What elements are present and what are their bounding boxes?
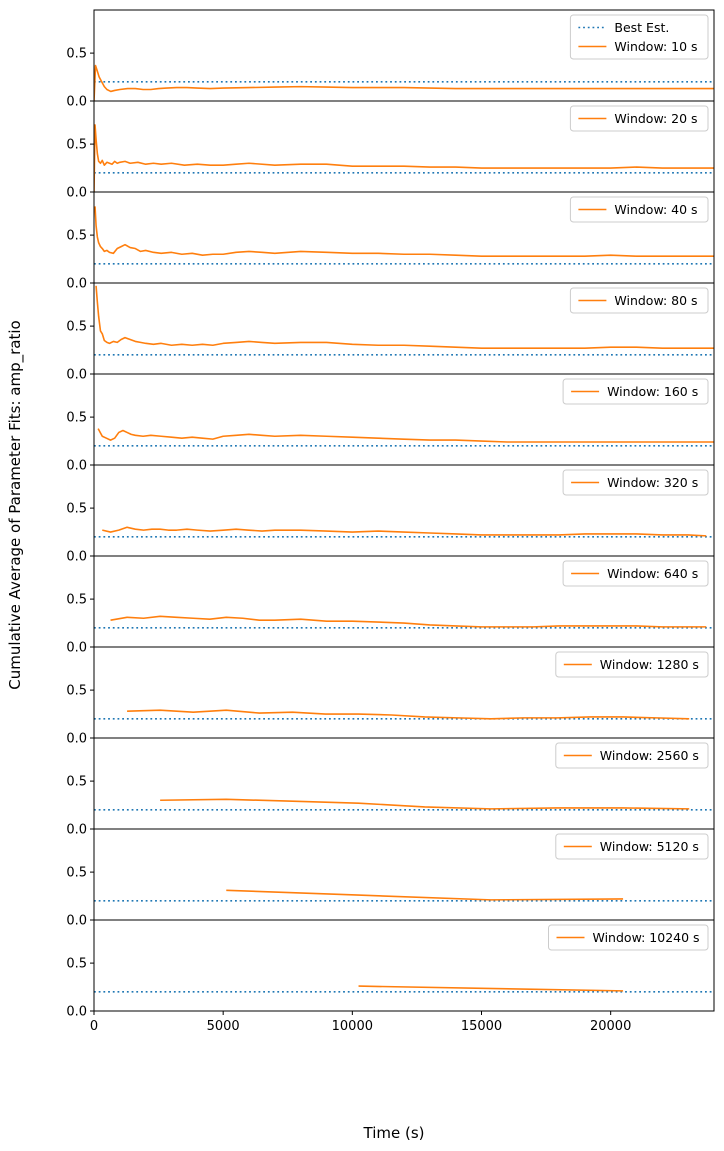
legend-label: Window: 80 s [614, 293, 697, 308]
legend: Window: 1280 s [555, 651, 709, 678]
legend: Window: 160 s [562, 378, 709, 405]
subplot-stack: 0.0 0.5 Best Est. Window: 10 s 0.0 0.5 Window:… [66, 9, 715, 1034]
legend: Window: 640 s [562, 560, 709, 587]
y-tick-label: 0.5 [66, 47, 87, 62]
series-line-2560 [160, 798, 690, 810]
legend-label: Window: 2560 s [600, 748, 699, 763]
y-tick-label: 0.5 [66, 775, 87, 790]
legend-box [555, 651, 709, 678]
legend: Window: 320 s [562, 469, 709, 496]
series-line-5120 [226, 889, 624, 901]
legend-label: Window: 160 s [607, 384, 698, 399]
series-line-20 [94, 124, 714, 192]
y-tick-label: 0.5 [66, 229, 87, 244]
legend-label: Window: 20 s [614, 111, 697, 126]
legend-label: Window: 40 s [614, 202, 697, 217]
legend: Window: 5120 s [555, 833, 709, 860]
legend-box [555, 833, 709, 860]
y-tick-label: 0.0 [66, 459, 87, 474]
x-tick-label: 5000 [207, 1019, 240, 1034]
x-axis-title: Time (s) [363, 1124, 425, 1142]
y-tick-label: 0.0 [66, 823, 87, 838]
legend-box [569, 287, 709, 314]
series-line-10240 [358, 985, 624, 992]
legend-box [548, 924, 709, 951]
subplot-5: 0.0 0.5 Window: 160 s [66, 373, 715, 474]
y-tick-label: 0.0 [66, 914, 87, 929]
legend-box [562, 469, 709, 496]
legend-box [569, 14, 709, 60]
x-tick-label: 15000 [461, 1019, 502, 1034]
series-line-320 [102, 526, 707, 537]
legend-box [569, 196, 709, 223]
x-tick-label: 20000 [590, 1019, 631, 1034]
y-tick-label: 0.0 [66, 732, 87, 747]
series-line-40 [94, 206, 714, 257]
x-axis: 0 5000 10000 15000 20000 [90, 1011, 631, 1034]
y-tick-label: 0.5 [66, 138, 87, 153]
series-line-10 [94, 64, 714, 101]
subplot-frame [93, 919, 715, 1012]
legend: Window: 20 s [569, 105, 709, 132]
legend-label: Window: 5120 s [600, 839, 699, 854]
legend: Window: 2560 s [555, 742, 709, 769]
subplot-10: 0.0 0.5 Window: 5120 s [66, 828, 715, 929]
legend: Window: 10240 s [548, 924, 709, 951]
legend-label: Window: 10240 s [593, 930, 700, 945]
y-tick-label: 0.0 [66, 95, 87, 110]
subplot-9: 0.0 0.5 Window: 2560 s [66, 737, 715, 838]
y-tick-label: 0.0 [66, 641, 87, 656]
subplot-6: 0.0 0.5 Window: 320 s [66, 464, 715, 565]
legend: Best Est. Window: 10 s [569, 14, 709, 60]
y-tick-label: 0.0 [66, 368, 87, 383]
x-tick-label: 10000 [332, 1019, 373, 1034]
subplot-8: 0.0 0.5 Window: 1280 s [66, 646, 715, 747]
y-tick-label: 0.5 [66, 593, 87, 608]
legend-label: Window: 320 s [607, 475, 698, 490]
y-tick-label: 0.0 [66, 277, 87, 292]
subplot-3: 0.0 0.5 Window: 40 s [66, 191, 715, 292]
legend-box [562, 560, 709, 587]
y-tick-label: 0.5 [66, 866, 87, 881]
y-tick-label: 0.0 [66, 550, 87, 565]
legend: Window: 80 s [569, 287, 709, 314]
legend-label: Window: 640 s [607, 566, 698, 581]
legend-label: Window: 10 s [614, 39, 697, 54]
y-tick-label: 0.5 [66, 684, 87, 699]
legend-label: Window: 1280 s [600, 657, 699, 672]
legend-box [555, 742, 709, 769]
legend-box [562, 378, 709, 405]
series-line-640 [110, 615, 707, 628]
subplot-11: 0.0 0.5 Window: 10240 s [66, 919, 715, 1020]
subplot-7: 0.0 0.5 Window: 640 s [66, 555, 715, 656]
series-line-80 [95, 285, 714, 349]
y-tick-label: 0.0 [66, 1005, 87, 1020]
y-tick-label: 0.0 [66, 186, 87, 201]
subplot-4: 0.0 0.5 Window: 80 s [66, 282, 715, 383]
y-tick-label: 0.5 [66, 502, 87, 517]
series-line-1280 [127, 709, 690, 720]
legend-box [569, 105, 709, 132]
y-tick-label: 0.5 [66, 320, 87, 335]
legend-label: Best Est. [614, 20, 669, 35]
y-tick-label: 0.5 [66, 411, 87, 426]
series-line-160 [97, 428, 714, 443]
y-tick-label: 0.5 [66, 957, 87, 972]
subplot-2: 0.0 0.5 Window: 20 s [66, 100, 715, 201]
x-tick-label: 0 [90, 1019, 98, 1034]
subplot-1: 0.0 0.5 Best Est. Window: 10 s [66, 9, 715, 110]
y-axis-title: Cumulative Average of Parameter Fits: am… [6, 320, 25, 689]
legend: Window: 40 s [569, 196, 709, 223]
